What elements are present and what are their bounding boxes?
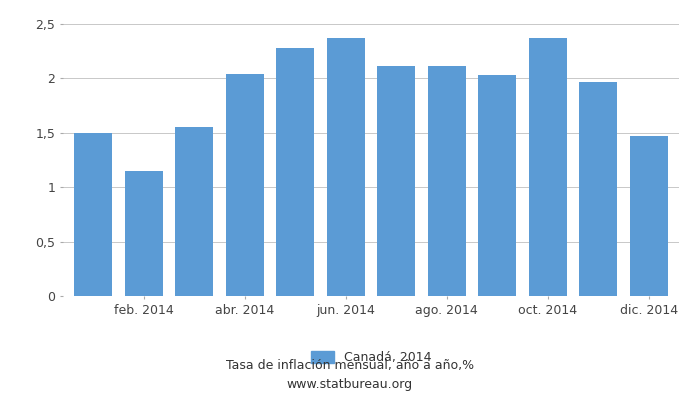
Bar <box>276 48 314 296</box>
Bar <box>528 38 567 296</box>
Bar <box>226 74 264 296</box>
Bar <box>377 66 415 296</box>
Text: www.statbureau.org: www.statbureau.org <box>287 378 413 391</box>
Legend: Canadá, 2014: Canadá, 2014 <box>311 351 431 364</box>
Bar <box>630 136 668 296</box>
Bar <box>74 133 112 296</box>
Bar <box>428 66 466 296</box>
Bar <box>125 171 162 296</box>
Bar <box>580 82 617 296</box>
Bar <box>327 38 365 296</box>
Bar <box>478 75 516 296</box>
Bar <box>175 127 214 296</box>
Text: Tasa de inflación mensual, año a año,%: Tasa de inflación mensual, año a año,% <box>226 360 474 372</box>
